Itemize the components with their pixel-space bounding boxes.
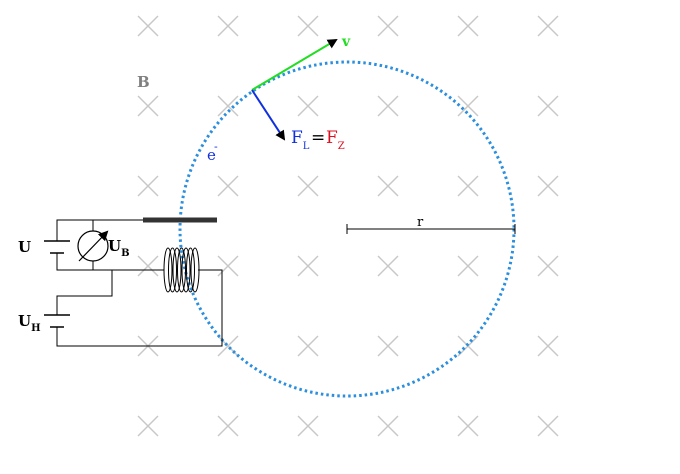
field-cross-icon <box>297 415 319 437</box>
heater-voltage-symbol: U <box>18 312 31 330</box>
battery-icon <box>44 240 70 254</box>
field-cross-icon <box>297 255 319 277</box>
field-cross-icon <box>537 95 559 117</box>
heater-voltage-subscript: H <box>31 323 40 334</box>
field-cross-icon <box>537 15 559 37</box>
svg-text:FL: FL <box>291 128 310 152</box>
voltage-label: U <box>18 238 31 256</box>
field-cross-icon <box>217 255 239 277</box>
heating-coil-icon <box>163 247 200 293</box>
field-cross-icon <box>537 335 559 357</box>
electron-label: e - <box>207 140 218 164</box>
voltmeter-icon <box>77 230 109 262</box>
centripetal-force-symbol: F <box>326 128 338 148</box>
centripetal-force-subscript: Z <box>338 141 345 152</box>
field-cross-icon <box>137 15 159 37</box>
circuit-wiring <box>56 219 223 347</box>
field-cross-icon <box>137 255 159 277</box>
lorentz-force-symbol: F <box>291 128 303 148</box>
field-cross-icon <box>297 335 319 357</box>
field-cross-icon <box>457 255 479 277</box>
force-equation: FL = FZ <box>291 128 345 152</box>
magnetic-field-grid <box>137 15 559 437</box>
field-cross-icon <box>137 95 159 117</box>
field-cross-icon <box>217 15 239 37</box>
field-cross-icon <box>217 415 239 437</box>
radius-label: r <box>417 215 424 230</box>
field-cross-icon <box>457 415 479 437</box>
force-vector <box>251 89 286 141</box>
field-cross-icon <box>297 175 319 197</box>
field-label: B <box>137 73 150 91</box>
heater-voltage-label: UH <box>18 312 41 334</box>
electron-charge: - <box>214 140 218 153</box>
field-cross-icon <box>297 95 319 117</box>
accel-voltage-symbol: U <box>108 237 121 255</box>
field-cross-icon <box>297 15 319 37</box>
field-cross-icon <box>537 415 559 437</box>
field-cross-icon <box>537 255 559 277</box>
field-cross-icon <box>217 95 239 117</box>
svg-text:FZ: FZ <box>326 128 345 152</box>
lorentz-force-subscript: L <box>303 141 310 152</box>
field-cross-icon <box>537 175 559 197</box>
field-cross-icon <box>217 175 239 197</box>
heater-battery-icon <box>44 314 70 328</box>
field-cross-icon <box>377 415 399 437</box>
field-cross-icon <box>377 175 399 197</box>
radius-indicator <box>346 224 516 234</box>
accel-voltage-subscript: B <box>121 248 129 259</box>
field-cross-icon <box>457 95 479 117</box>
equals-sign: = <box>311 128 325 148</box>
field-cross-icon <box>377 95 399 117</box>
field-cross-icon <box>457 15 479 37</box>
accel-voltage-label: UB <box>108 237 130 259</box>
field-cross-icon <box>377 335 399 357</box>
electron-symbol: e <box>207 146 216 164</box>
velocity-vector <box>251 38 338 91</box>
velocity-label: v <box>341 34 351 50</box>
field-cross-icon <box>377 15 399 37</box>
field-cross-icon <box>457 175 479 197</box>
field-cross-icon <box>137 175 159 197</box>
field-cross-icon <box>377 255 399 277</box>
field-cross-icon <box>137 415 159 437</box>
